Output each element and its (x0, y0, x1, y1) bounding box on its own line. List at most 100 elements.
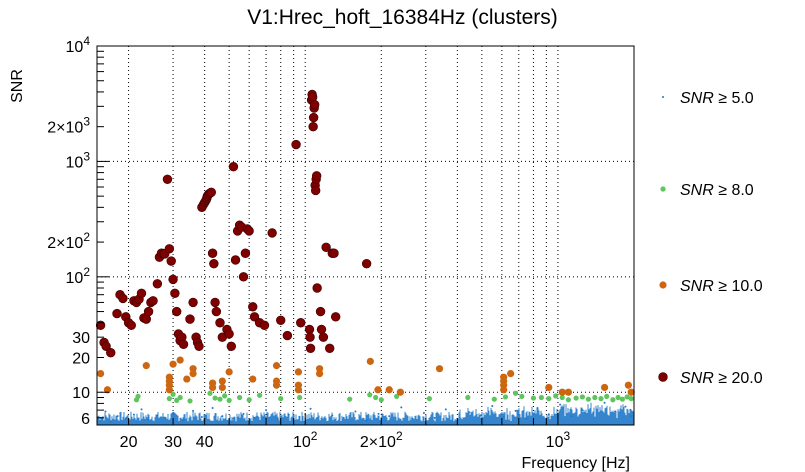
data-point (126, 320, 136, 331)
data-point (228, 161, 239, 172)
data-point (168, 274, 178, 285)
data-point (579, 394, 586, 400)
data-point (112, 308, 122, 319)
data-point (109, 420, 112, 423)
y-tick-label: 103 (66, 149, 91, 171)
data-point (365, 419, 368, 422)
data-point (553, 393, 559, 399)
y-tick-label: 2×102 (47, 230, 90, 252)
data-point (624, 394, 630, 400)
x-tick-label: 30 (164, 434, 182, 451)
data-point (603, 401, 606, 404)
x-tick-label: 20 (120, 434, 138, 451)
data-point (422, 412, 425, 415)
data-point (217, 396, 223, 402)
data-point (267, 228, 277, 238)
data-point (321, 242, 331, 253)
data-point (207, 248, 218, 258)
data-point (240, 248, 251, 258)
data-point (272, 362, 281, 370)
data-point (310, 185, 321, 196)
data-point (249, 312, 260, 322)
legend-marker (662, 96, 664, 98)
data-point (329, 248, 339, 258)
data-point (305, 343, 316, 354)
data-point (305, 332, 315, 342)
legend-item-3: SNR ≥ 20.0 (658, 370, 763, 387)
plot-background (97, 46, 634, 425)
data-point (276, 418, 279, 421)
legend-marker (658, 372, 668, 382)
data-point (411, 417, 414, 420)
data-point (374, 386, 382, 394)
data-point (215, 318, 225, 328)
data-point (598, 396, 604, 402)
data-point (194, 341, 204, 351)
y-tick-label: 10 (72, 385, 90, 402)
data-point (564, 388, 572, 396)
data-point (209, 258, 219, 269)
data-point (187, 398, 193, 404)
data-point (559, 403, 562, 406)
data-point (545, 383, 553, 392)
data-point (171, 306, 182, 317)
data-point (200, 415, 203, 418)
data-point (491, 404, 494, 407)
data-point (619, 396, 626, 402)
data-point (148, 296, 158, 306)
legend-item-2: SNR ≥ 10.0 (659, 278, 763, 295)
data-point (559, 394, 565, 401)
data-point (514, 409, 517, 412)
data-point (210, 297, 220, 308)
data-point (244, 226, 254, 236)
data-point (152, 279, 163, 289)
data-point (507, 370, 515, 378)
data-point (500, 386, 508, 394)
legend-item-1: SNR ≥ 8.0 (660, 182, 754, 199)
data-point (206, 187, 217, 197)
legend-label: SNR ≥ 8.0 (680, 182, 754, 199)
data-point (185, 314, 195, 324)
data-point (176, 356, 184, 364)
data-point (106, 348, 116, 358)
data-point (600, 383, 609, 392)
legend-item-0: SNR ≥ 5.0 (662, 90, 754, 107)
snr5-background-spikes (97, 402, 634, 425)
data-point (183, 375, 191, 383)
data-point (491, 396, 497, 402)
data-point (188, 297, 198, 308)
legend-label: SNR ≥ 5.0 (680, 90, 754, 107)
data-point (308, 112, 319, 123)
data-point (311, 171, 322, 181)
data-point (342, 416, 345, 419)
data-point (512, 390, 519, 396)
data-point (156, 414, 159, 417)
data-point (318, 332, 329, 342)
data-point (624, 405, 627, 408)
data-point (232, 417, 235, 420)
data-point (585, 396, 591, 402)
data-point (166, 396, 172, 402)
data-point (142, 362, 150, 370)
data-point (124, 417, 127, 420)
data-point (316, 324, 327, 335)
scatter-points (95, 89, 635, 423)
x-tick-label: 102 (293, 429, 318, 451)
data-point (236, 394, 243, 401)
data-point (573, 395, 579, 401)
data-point (218, 383, 226, 392)
data-point (259, 320, 270, 331)
data-point (296, 394, 303, 401)
data-point (525, 417, 528, 420)
data-point (95, 320, 106, 331)
data-point (298, 415, 301, 418)
data-point (546, 396, 552, 402)
data-point (165, 373, 173, 381)
data-point (101, 341, 111, 351)
y-tick-label: 102 (66, 265, 91, 287)
data-point (189, 370, 197, 378)
data-point (257, 392, 263, 398)
data-point (479, 414, 482, 417)
legend-marker (660, 186, 666, 192)
data-point (103, 386, 112, 394)
